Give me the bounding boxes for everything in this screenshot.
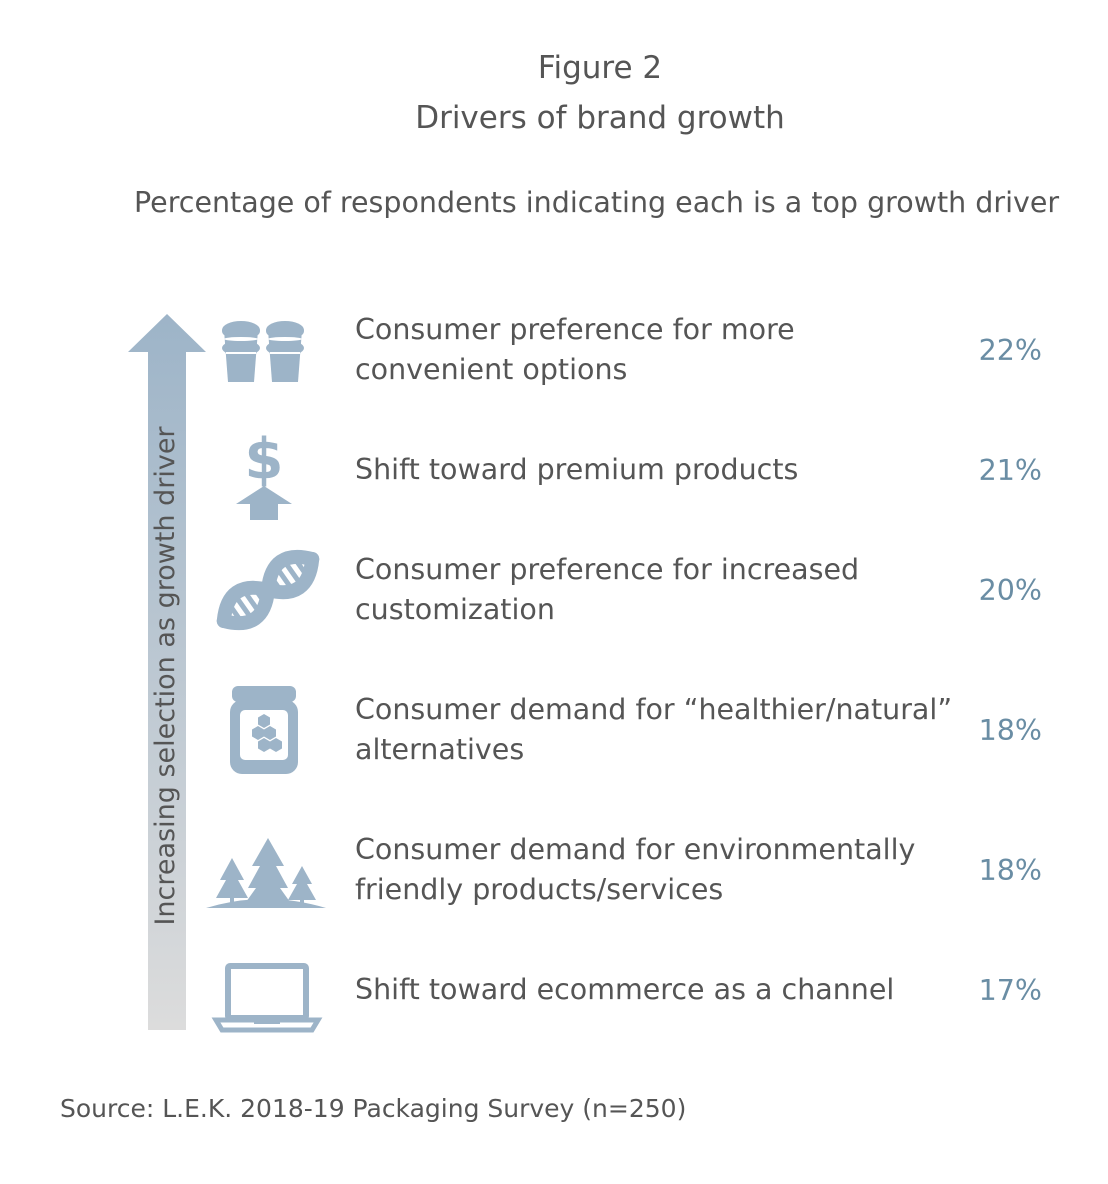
figure-label: Figure 2 xyxy=(537,50,663,86)
svg-text:$: $ xyxy=(245,427,284,492)
driver-row: Consumer demand for “healthier/natural” … xyxy=(0,670,1108,790)
driver-label: Consumer preference for increased custom… xyxy=(355,553,860,626)
source-note: Source: L.E.K. 2018-19 Packaging Survey … xyxy=(60,1094,687,1123)
driver-value: 21% xyxy=(978,453,1042,487)
driver-value: 20% xyxy=(978,573,1042,607)
growth-arrow xyxy=(128,314,206,1030)
cups-icon xyxy=(206,290,330,410)
driver-label: Shift toward ecommerce as a channel xyxy=(355,973,895,1006)
laptop-icon xyxy=(206,930,330,1050)
driver-row: Shift toward ecommerce as a channel 17% xyxy=(0,930,1108,1050)
honey-jar-icon xyxy=(206,670,330,790)
driver-value: 22% xyxy=(978,333,1042,367)
trees-icon xyxy=(206,810,330,930)
driver-row: Consumer preference for increased custom… xyxy=(0,530,1108,650)
driver-label: Shift toward premium products xyxy=(355,453,799,486)
driver-value: 18% xyxy=(978,853,1042,887)
chart-subtitle: Percentage of respondents indicating eac… xyxy=(134,186,1060,219)
driver-row: Consumer preference for more convenient … xyxy=(0,290,1108,410)
driver-label: Consumer preference for more convenient … xyxy=(355,313,795,386)
dna-icon xyxy=(206,530,330,650)
driver-label: Consumer demand for “healthier/natural” … xyxy=(355,693,953,766)
driver-row: $ Shift toward premium products 21% xyxy=(0,410,1108,530)
driver-value: 17% xyxy=(978,973,1042,1007)
chart-title: Drivers of brand growth xyxy=(415,100,785,136)
dollar-up-icon: $ xyxy=(206,410,330,530)
driver-label: Consumer demand for environmentally frie… xyxy=(355,833,916,906)
driver-value: 18% xyxy=(978,713,1042,747)
driver-row: Consumer demand for environmentally frie… xyxy=(0,810,1108,930)
